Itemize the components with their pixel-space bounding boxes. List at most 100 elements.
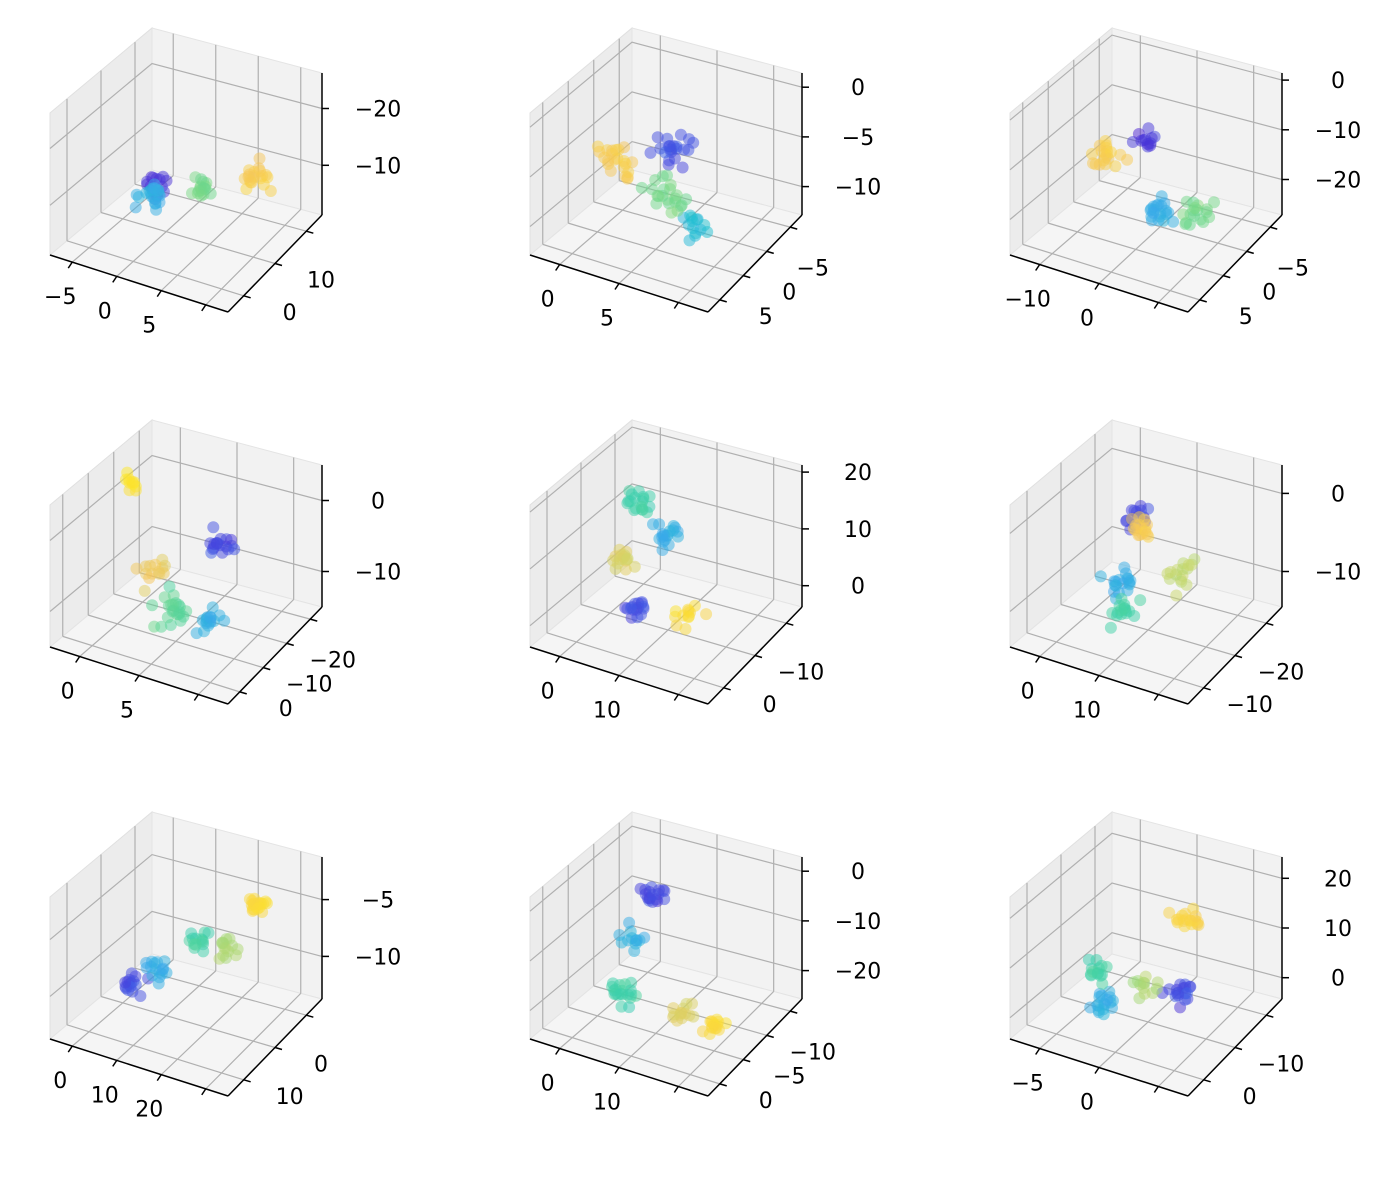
scatter-point: [1162, 206, 1175, 219]
scatter-points: [119, 892, 273, 1002]
scatter-point: [195, 173, 208, 186]
z-tick-label: −20: [835, 960, 881, 985]
scatter-point: [208, 538, 221, 551]
scatter-point: [1097, 1008, 1110, 1021]
scatter-point: [202, 926, 215, 939]
scatter-points: [606, 881, 732, 1040]
z-tick-label: −10: [355, 154, 401, 179]
scatter-point: [213, 609, 226, 622]
scatter-point: [119, 976, 132, 989]
scatter-point: [621, 552, 634, 565]
scatter-point: [677, 609, 690, 622]
scatter-point: [686, 215, 699, 228]
scatter-point: [130, 562, 143, 575]
x-tick-label: −5: [44, 285, 76, 310]
scatter-point: [700, 608, 713, 621]
y-tick-label: −10: [1258, 1053, 1304, 1078]
scatter-point: [1163, 983, 1176, 996]
scatter-point: [143, 572, 156, 584]
scatter-point: [1127, 522, 1140, 535]
x-tick-label: 5: [120, 699, 134, 724]
scatter-point: [1094, 570, 1107, 583]
y-axis: [707, 998, 803, 1097]
scatter-point: [663, 140, 675, 153]
z-tick-label: 0: [1331, 69, 1345, 94]
scatter-point: [222, 945, 235, 958]
scatter-point: [1189, 202, 1201, 214]
scatter-point: [656, 170, 669, 183]
scatter-points: [1082, 902, 1205, 1021]
y-tick-label: 0: [279, 697, 293, 722]
gridlines: [49, 427, 323, 695]
y-tick-label: −5: [1277, 256, 1309, 281]
scatter-point: [1086, 147, 1098, 160]
scatter-point: [1115, 592, 1128, 605]
scatter-point: [1151, 976, 1164, 989]
scatter-point: [623, 1001, 636, 1014]
scatter-point: [624, 984, 637, 997]
scatter-point: [1110, 579, 1122, 592]
scatter-point: [669, 195, 682, 208]
x-tick-label: 0: [61, 680, 75, 705]
y-tick-label: 0: [283, 301, 297, 326]
subplot-7: 0 10 20 10 0 −5 −10: [48, 810, 401, 1123]
x-tick-label: 0: [1080, 1091, 1094, 1116]
y-tick-label: −10: [286, 673, 332, 698]
scatter-point: [251, 902, 264, 915]
scatter-point: [644, 146, 657, 159]
scatter-point: [630, 934, 643, 947]
z-tick-label: 10: [1324, 917, 1352, 942]
scatter-point: [157, 567, 170, 580]
y-tick-label: 0: [1262, 281, 1276, 306]
scatter-point: [166, 605, 179, 618]
z-tick-label: −10: [835, 176, 881, 201]
scatter-point: [683, 133, 695, 146]
x-tick-label: 0: [1080, 307, 1094, 332]
y-tick-label: 0: [763, 693, 777, 718]
scatter-point: [163, 580, 176, 593]
y-tick-label: 0: [1243, 1085, 1257, 1110]
scatter-point: [1124, 574, 1137, 587]
scatter-point: [624, 602, 637, 615]
x-tick-label: 10: [91, 1083, 119, 1108]
scatter-point: [687, 1010, 700, 1023]
scatter-point: [126, 476, 139, 488]
scatter-points: [1094, 500, 1201, 634]
scatter-point: [1090, 954, 1103, 966]
scatter-point: [1142, 122, 1155, 135]
scatter-point: [225, 533, 238, 546]
scatter-point: [1189, 910, 1202, 923]
scatter-point: [1180, 578, 1193, 591]
subplot-3: −100 50−50−10−20: [1004, 26, 1361, 332]
y-axis: [1187, 214, 1283, 313]
scatter-point: [1182, 559, 1195, 571]
scatter-point: [1164, 566, 1177, 578]
scatter-point: [1121, 153, 1134, 166]
y-tick-label: −20: [1258, 661, 1304, 686]
x-tick-label: 5: [142, 314, 156, 339]
x-tick-label: 0: [53, 1069, 67, 1094]
scatter-point: [130, 188, 143, 201]
scatter-point: [602, 154, 615, 167]
y-tick-label: 0: [782, 281, 796, 306]
scatter-point: [688, 599, 701, 612]
scatter-point: [635, 181, 648, 194]
scatter-point: [149, 197, 162, 210]
z-tick-label: −5: [362, 889, 394, 914]
scatter-point: [634, 882, 647, 895]
scatter-point: [607, 554, 620, 567]
scatter-points: [591, 128, 714, 247]
scatter-point: [650, 197, 663, 210]
scatter-points: [1086, 122, 1220, 231]
scatter-point: [129, 970, 142, 983]
scatter-point: [190, 627, 203, 640]
scatter-point: [155, 620, 168, 633]
scatter-point: [185, 927, 198, 940]
scatter-point: [216, 937, 229, 950]
y-tick-label: 10: [307, 269, 335, 294]
scatter-point: [621, 172, 634, 185]
z-tick-label: −10: [355, 945, 401, 970]
x-tick-label: 0: [98, 299, 112, 324]
scatter-point: [670, 619, 683, 632]
